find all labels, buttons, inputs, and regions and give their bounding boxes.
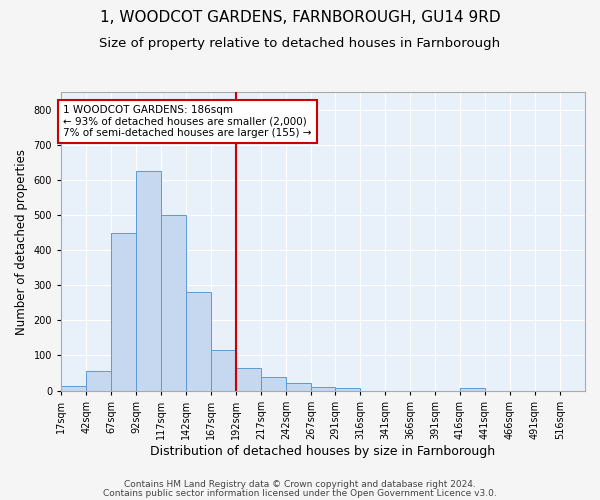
Bar xyxy=(236,368,261,390)
Bar xyxy=(61,386,86,390)
Bar xyxy=(86,372,111,390)
Bar xyxy=(111,233,136,390)
Bar xyxy=(286,383,311,390)
Bar xyxy=(186,292,211,390)
Text: 1, WOODCOT GARDENS, FARNBOROUGH, GU14 9RD: 1, WOODCOT GARDENS, FARNBOROUGH, GU14 9R… xyxy=(100,10,500,25)
Bar xyxy=(136,172,161,390)
Y-axis label: Number of detached properties: Number of detached properties xyxy=(15,148,28,334)
Bar xyxy=(335,388,360,390)
Text: 1 WOODCOT GARDENS: 186sqm
← 93% of detached houses are smaller (2,000)
7% of sem: 1 WOODCOT GARDENS: 186sqm ← 93% of detac… xyxy=(63,105,311,138)
Text: Size of property relative to detached houses in Farnborough: Size of property relative to detached ho… xyxy=(100,38,500,51)
Bar xyxy=(211,350,236,391)
Bar xyxy=(161,214,186,390)
Bar xyxy=(261,377,286,390)
Bar xyxy=(311,387,335,390)
Text: Contains public sector information licensed under the Open Government Licence v3: Contains public sector information licen… xyxy=(103,488,497,498)
Text: Contains HM Land Registry data © Crown copyright and database right 2024.: Contains HM Land Registry data © Crown c… xyxy=(124,480,476,489)
X-axis label: Distribution of detached houses by size in Farnborough: Distribution of detached houses by size … xyxy=(151,444,496,458)
Bar xyxy=(460,388,485,390)
